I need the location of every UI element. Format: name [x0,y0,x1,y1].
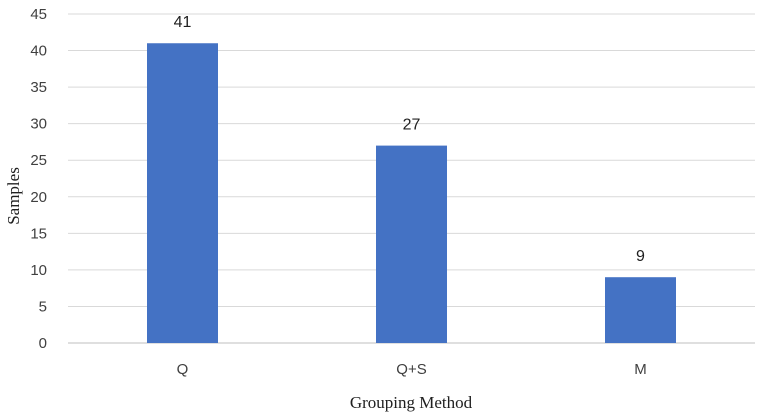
data-label: 41 [174,14,192,31]
x-tick-label: M [634,361,647,378]
y-tick-label: 30 [30,116,47,133]
y-tick-label: 15 [30,225,47,242]
x-axis-title: Grouping Method [350,393,473,412]
x-tick-label: Q+S [396,361,426,378]
y-tick-label: 25 [30,152,47,169]
y-axis-title: Samples [4,167,23,225]
x-axis-ticks: Q Q+S M [177,361,647,378]
y-tick-label: 20 [30,189,47,206]
bars [147,43,676,343]
data-labels: 41 27 9 [174,14,645,265]
y-axis-ticks: 0 5 10 15 20 25 30 35 40 45 [30,6,47,352]
x-tick-label: Q [177,361,189,378]
y-tick-label: 35 [30,79,47,96]
bar [147,43,218,343]
y-tick-label: 5 [39,298,47,315]
y-tick-label: 0 [39,335,47,352]
bar [376,145,447,343]
data-label: 9 [636,248,645,265]
y-tick-label: 45 [30,6,47,23]
data-label: 27 [403,117,421,134]
y-tick-label: 40 [30,43,47,60]
y-tick-label: 10 [30,262,47,279]
bar [605,277,676,343]
